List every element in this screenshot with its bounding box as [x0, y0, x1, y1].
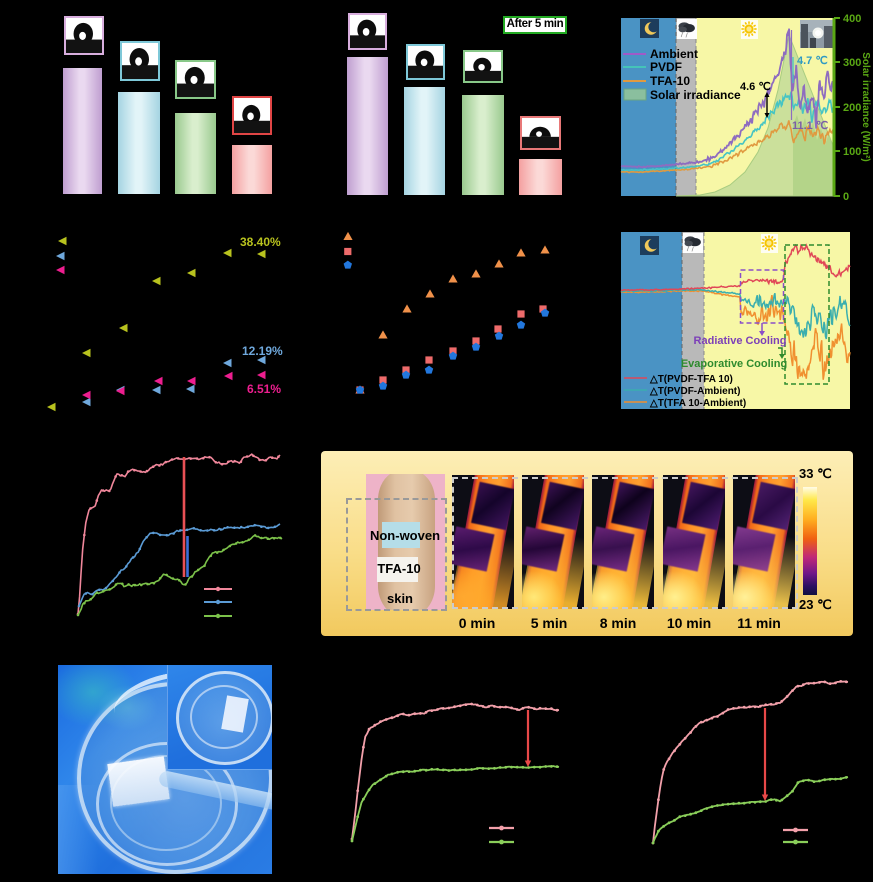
svg-text:4.7 ℃: 4.7 ℃	[797, 55, 828, 67]
svg-text:Solar irradiance: Solar irradiance	[650, 88, 741, 102]
svg-text:38.40%: 38.40%	[240, 235, 281, 249]
svg-text:Ambient: Ambient	[650, 47, 698, 61]
svg-text:PVDF: PVDF	[650, 60, 682, 74]
svg-text:TFA-10: TFA-10	[650, 74, 690, 88]
svg-text:Solar irradiance (W/m²): Solar irradiance (W/m²)	[860, 52, 871, 161]
svg-text:12.19%: 12.19%	[242, 344, 283, 358]
svg-text:6.51%: 6.51%	[247, 382, 281, 396]
svg-text:△T(PVDF-Ambient): △T(PVDF-Ambient)	[649, 386, 740, 397]
svg-text:300: 300	[843, 57, 861, 69]
svg-text:0: 0	[843, 191, 849, 203]
svg-text:△T(PVDF-TFA 10): △T(PVDF-TFA 10)	[649, 374, 733, 385]
svg-text:11.1 ℃: 11.1 ℃	[792, 120, 828, 132]
svg-text:200: 200	[843, 102, 861, 114]
svg-text:400: 400	[843, 13, 861, 25]
svg-text:100: 100	[843, 146, 861, 158]
svg-text:Radiative Cooling: Radiative Cooling	[694, 335, 787, 347]
svg-text:Evaporative Cooling: Evaporative Cooling	[681, 358, 787, 370]
svg-text:4.6 ℃: 4.6 ℃	[740, 81, 771, 93]
svg-text:△T(TFA 10-Ambient): △T(TFA 10-Ambient)	[649, 398, 746, 409]
